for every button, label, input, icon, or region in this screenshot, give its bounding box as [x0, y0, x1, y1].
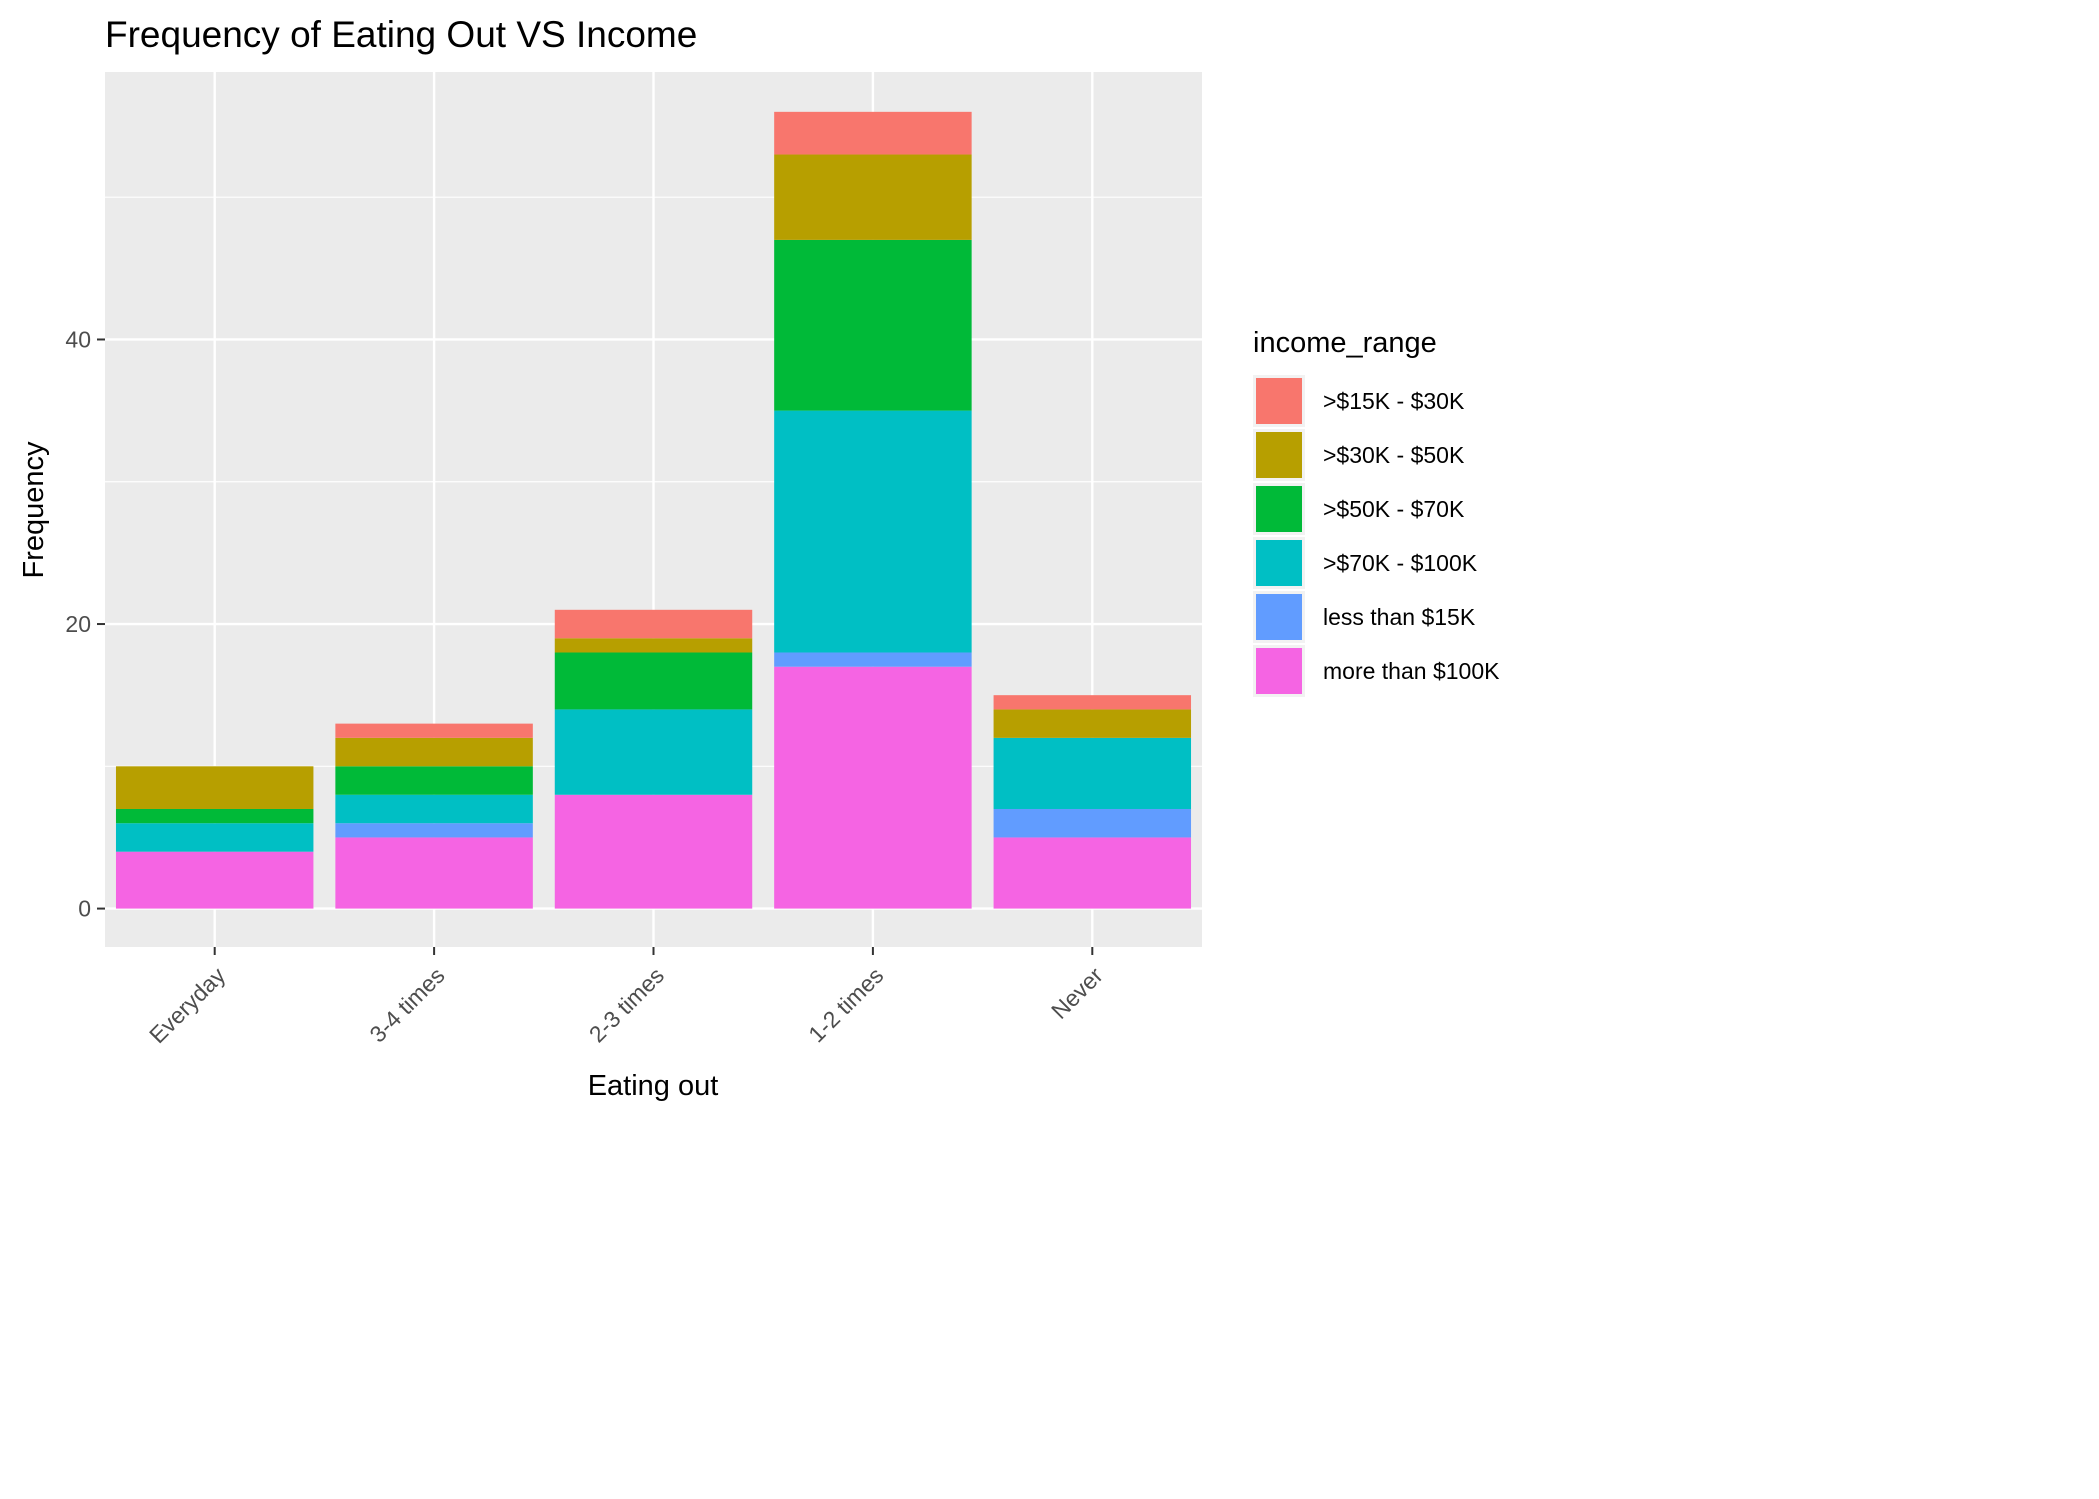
- bar-segment: [335, 837, 533, 909]
- bar-segment: [993, 709, 1192, 738]
- bar-segment: [774, 666, 972, 909]
- legend-label: >$70K - $100K: [1323, 550, 1478, 576]
- legend-swatch: [1256, 378, 1302, 424]
- bar-segment: [774, 239, 972, 411]
- legend-label: less than $15K: [1323, 604, 1476, 630]
- legend: income_range >$15K - $30K >$30K - $50K >$5…: [1253, 327, 1500, 697]
- legend-label: >$15K - $30K: [1323, 388, 1465, 414]
- bar-segment: [335, 823, 533, 838]
- y-axis: 0 20 40: [65, 326, 105, 922]
- x-tick-label: Everyday: [144, 962, 231, 1049]
- legend-swatch: [1256, 432, 1302, 478]
- legend-swatch: [1256, 540, 1302, 586]
- bar-segment: [335, 794, 533, 824]
- bar-segment: [774, 652, 972, 667]
- bar-segment: [774, 154, 972, 240]
- y-tick-label: 40: [65, 326, 91, 352]
- legend-swatch: [1256, 648, 1302, 694]
- bar-segment: [993, 695, 1192, 710]
- bar-segment: [115, 766, 314, 809]
- y-tick-label: 0: [78, 896, 91, 922]
- x-tick-label: 3-4 times: [364, 962, 449, 1047]
- legend-label: >$50K - $70K: [1323, 496, 1465, 522]
- bar-segment: [554, 709, 753, 795]
- legend-label: more than $100K: [1323, 658, 1500, 684]
- bar-segment: [993, 808, 1192, 838]
- bar-segment: [774, 111, 972, 155]
- bar-segment: [554, 794, 753, 909]
- bar-segment: [115, 823, 314, 852]
- legend-label: >$30K - $50K: [1323, 442, 1465, 468]
- bar-segment: [115, 851, 314, 909]
- legend-swatch: [1256, 594, 1302, 640]
- bar-segment: [554, 652, 753, 710]
- y-axis-label: Frequency: [18, 441, 50, 579]
- bar-segment: [335, 723, 533, 738]
- x-tick-label: 1-2 times: [803, 962, 888, 1047]
- bar-segment: [335, 737, 533, 767]
- bar-segment: [115, 808, 314, 824]
- legend-title: income_range: [1253, 327, 1437, 359]
- x-axis: Everyday 3-4 times 2-3 times 1-2 times Never: [144, 947, 1108, 1048]
- x-tick-label: 2-3 times: [584, 962, 669, 1047]
- bar-segment: [554, 609, 753, 639]
- legend-items: >$15K - $30K >$30K - $50K >$50K - $70K >$70…: [1253, 375, 1500, 697]
- bar-segment: [554, 638, 753, 653]
- bar-segment: [774, 410, 972, 653]
- y-tick-label: 20: [65, 611, 91, 637]
- bar-segment: [335, 766, 533, 795]
- bars-layer: [115, 111, 1192, 909]
- legend-swatch: [1256, 486, 1302, 532]
- bar-segment: [993, 737, 1192, 809]
- stacked-bar-chart: Frequency of Eating Out VS Income 02040 …: [18, 14, 1500, 1102]
- x-axis-label: Eating out: [588, 1070, 719, 1102]
- x-tick-label: Never: [1046, 962, 1108, 1024]
- chart-title: Frequency of Eating Out VS Income: [105, 14, 697, 55]
- bar-segment: [993, 837, 1192, 909]
